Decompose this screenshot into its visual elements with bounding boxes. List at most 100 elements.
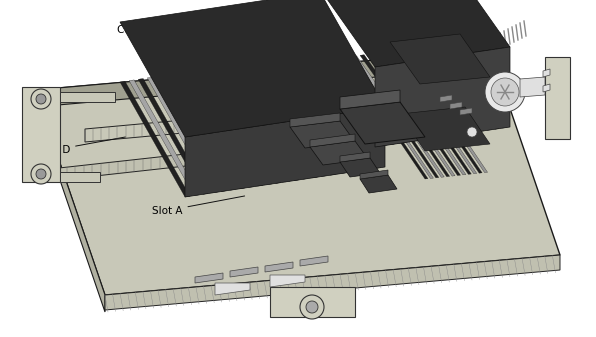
Polygon shape <box>270 287 355 317</box>
Circle shape <box>31 89 51 109</box>
Polygon shape <box>420 46 484 131</box>
Polygon shape <box>421 139 449 177</box>
Polygon shape <box>60 172 100 182</box>
Polygon shape <box>337 58 402 144</box>
Polygon shape <box>427 139 455 176</box>
Text: Slot D: Slot D <box>39 137 125 155</box>
Polygon shape <box>400 107 490 151</box>
Circle shape <box>36 169 46 179</box>
Polygon shape <box>315 0 510 67</box>
Polygon shape <box>284 57 353 173</box>
Polygon shape <box>129 80 199 196</box>
Polygon shape <box>310 141 368 165</box>
Polygon shape <box>449 136 477 174</box>
Polygon shape <box>256 61 327 177</box>
Polygon shape <box>437 71 470 114</box>
Polygon shape <box>442 42 507 128</box>
Polygon shape <box>431 72 464 115</box>
Circle shape <box>485 72 525 112</box>
Polygon shape <box>300 256 328 266</box>
Polygon shape <box>290 121 355 148</box>
Circle shape <box>306 301 318 313</box>
Polygon shape <box>520 77 545 97</box>
Polygon shape <box>35 50 490 107</box>
Polygon shape <box>147 77 218 193</box>
Polygon shape <box>340 158 380 177</box>
Text: Connectors for texture
memory boards: Connectors for texture memory boards <box>117 25 235 47</box>
Polygon shape <box>543 69 550 77</box>
Polygon shape <box>270 275 305 287</box>
Polygon shape <box>419 73 452 116</box>
Polygon shape <box>265 59 336 175</box>
Polygon shape <box>202 69 272 185</box>
Polygon shape <box>435 43 499 129</box>
Polygon shape <box>315 61 379 147</box>
Polygon shape <box>411 141 439 178</box>
Polygon shape <box>60 92 115 102</box>
Polygon shape <box>311 53 381 168</box>
Polygon shape <box>247 62 317 178</box>
Polygon shape <box>438 137 466 175</box>
Polygon shape <box>375 47 510 147</box>
Polygon shape <box>443 137 471 174</box>
Polygon shape <box>293 55 363 171</box>
Polygon shape <box>390 76 423 119</box>
Polygon shape <box>383 51 446 137</box>
Polygon shape <box>405 141 433 178</box>
Polygon shape <box>408 74 440 117</box>
Polygon shape <box>360 170 388 179</box>
Polygon shape <box>290 113 340 127</box>
Circle shape <box>31 164 51 184</box>
Circle shape <box>467 127 477 137</box>
Polygon shape <box>352 56 417 142</box>
Polygon shape <box>450 102 462 109</box>
Polygon shape <box>50 127 430 181</box>
Polygon shape <box>230 267 258 277</box>
Polygon shape <box>322 60 387 146</box>
Polygon shape <box>345 57 409 143</box>
Polygon shape <box>390 50 454 136</box>
Polygon shape <box>120 0 385 137</box>
Polygon shape <box>433 138 461 176</box>
Polygon shape <box>402 75 435 118</box>
Polygon shape <box>35 50 560 295</box>
Text: Slot A: Slot A <box>152 196 244 216</box>
Circle shape <box>36 94 46 104</box>
Polygon shape <box>543 84 550 92</box>
Polygon shape <box>166 74 235 190</box>
Polygon shape <box>427 45 492 130</box>
Polygon shape <box>405 48 469 134</box>
Polygon shape <box>220 66 290 182</box>
Polygon shape <box>368 54 432 139</box>
Circle shape <box>300 295 324 319</box>
Polygon shape <box>375 53 439 138</box>
Polygon shape <box>35 90 105 312</box>
Polygon shape <box>416 140 444 177</box>
Polygon shape <box>400 142 428 179</box>
Polygon shape <box>442 71 476 114</box>
Polygon shape <box>340 152 370 162</box>
Polygon shape <box>414 74 446 117</box>
Polygon shape <box>215 283 250 295</box>
Polygon shape <box>185 107 385 197</box>
Polygon shape <box>340 90 400 109</box>
Polygon shape <box>310 134 355 147</box>
Polygon shape <box>448 70 482 113</box>
Polygon shape <box>360 55 424 140</box>
Polygon shape <box>22 87 60 182</box>
Polygon shape <box>454 69 488 113</box>
Polygon shape <box>193 70 263 186</box>
Polygon shape <box>302 54 372 170</box>
Polygon shape <box>425 73 458 116</box>
Polygon shape <box>175 73 244 189</box>
Polygon shape <box>156 76 226 191</box>
Polygon shape <box>275 58 344 174</box>
Polygon shape <box>85 92 490 142</box>
Circle shape <box>491 78 519 106</box>
Polygon shape <box>412 47 477 132</box>
Polygon shape <box>340 102 425 144</box>
Polygon shape <box>460 108 472 115</box>
Polygon shape <box>195 273 223 283</box>
Polygon shape <box>440 95 452 102</box>
Polygon shape <box>454 136 482 173</box>
